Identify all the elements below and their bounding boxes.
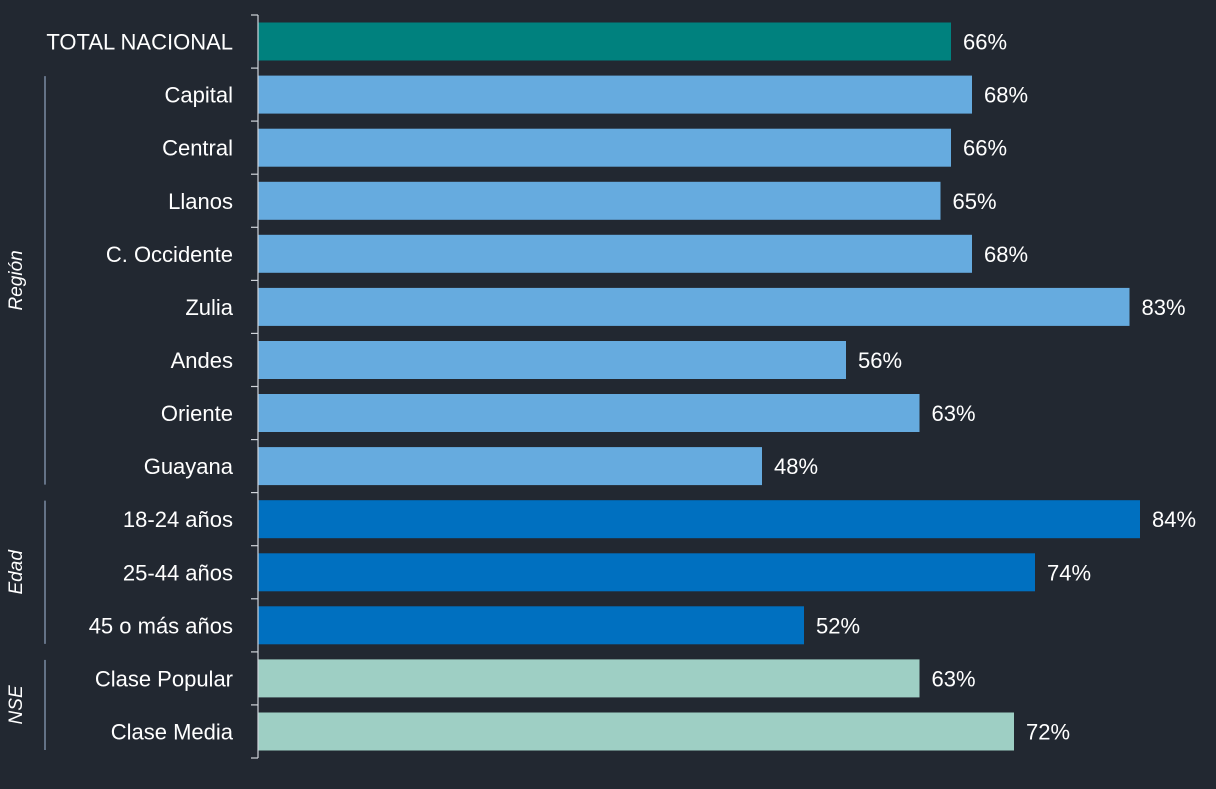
bar-4 bbox=[258, 234, 972, 273]
category-label-2: Central bbox=[162, 136, 233, 161]
category-label-0: TOTAL NACIONAL bbox=[46, 30, 233, 55]
category-label-11: 45 o más años bbox=[89, 613, 233, 638]
category-label-4: C. Occidente bbox=[106, 242, 233, 267]
bar-8 bbox=[258, 447, 762, 486]
value-label-10: 74% bbox=[1047, 560, 1091, 585]
category-label-7: Oriente bbox=[161, 401, 233, 426]
category-label-3: Llanos bbox=[168, 189, 233, 214]
group-label-nse: NSE bbox=[6, 685, 27, 724]
value-label-7: 63% bbox=[932, 401, 976, 426]
bar-9 bbox=[258, 500, 1140, 539]
value-label-11: 52% bbox=[816, 613, 860, 638]
value-label-6: 56% bbox=[858, 348, 902, 373]
bar-10 bbox=[258, 553, 1035, 592]
category-label-10: 25-44 años bbox=[123, 560, 233, 585]
bar-11 bbox=[258, 606, 804, 645]
value-label-3: 65% bbox=[953, 189, 997, 214]
value-label-4: 68% bbox=[984, 242, 1028, 267]
bar-6 bbox=[258, 341, 846, 379]
bar-5 bbox=[258, 287, 1130, 326]
value-label-8: 48% bbox=[774, 454, 818, 479]
value-label-0: 66% bbox=[963, 30, 1007, 55]
bar-2 bbox=[258, 128, 951, 167]
category-label-5: Zulia bbox=[185, 295, 233, 320]
category-label-6: Andes bbox=[171, 348, 233, 373]
category-label-8: Guayana bbox=[144, 454, 234, 479]
value-label-1: 68% bbox=[984, 83, 1028, 108]
value-label-2: 66% bbox=[963, 136, 1007, 161]
bar-13 bbox=[258, 712, 1014, 751]
group-label-region: Región bbox=[6, 250, 27, 310]
category-label-13: Clase Media bbox=[111, 720, 234, 745]
value-label-13: 72% bbox=[1026, 720, 1070, 745]
bar-3 bbox=[258, 181, 941, 220]
group-label-edad: Edad bbox=[6, 549, 27, 595]
bar-0 bbox=[258, 22, 951, 61]
bar-1 bbox=[258, 75, 972, 114]
value-label-12: 63% bbox=[932, 666, 976, 691]
bar-12 bbox=[258, 659, 920, 698]
category-label-12: Clase Popular bbox=[95, 666, 233, 691]
category-label-9: 18-24 años bbox=[123, 507, 233, 532]
category-label-1: Capital bbox=[165, 83, 233, 108]
bar-7 bbox=[258, 394, 920, 432]
value-label-5: 83% bbox=[1142, 295, 1186, 320]
value-label-9: 84% bbox=[1152, 507, 1196, 532]
